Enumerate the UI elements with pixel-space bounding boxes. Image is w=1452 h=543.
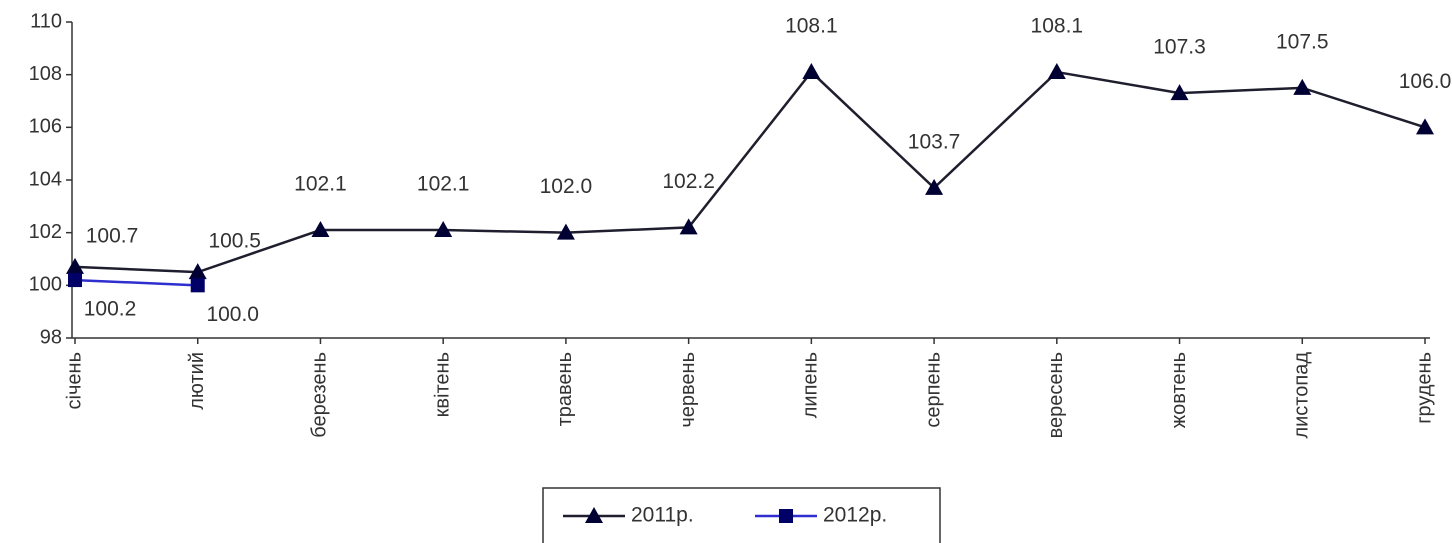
y-tick-label: 110 (30, 10, 62, 32)
x-tick-label: вересень (1045, 352, 1067, 438)
point (679, 218, 698, 235)
data-label: 108.1 (1031, 15, 1084, 38)
legend-label: 2012р. (823, 504, 887, 527)
x-tick-label: травень (554, 352, 576, 426)
y-tick-label: 100 (29, 274, 62, 296)
x-tick-label: квітень (431, 352, 453, 417)
y-tick-label: 98 (40, 326, 62, 348)
x-tick-label: червень (677, 352, 699, 428)
data-label: 100.0 (206, 303, 259, 326)
point (68, 273, 82, 288)
point (311, 221, 330, 238)
y-tick-label: 102 (29, 221, 62, 243)
data-label: 107.5 (1276, 30, 1329, 53)
x-tick-label: липень (800, 352, 822, 418)
data-label: 103.7 (908, 130, 961, 153)
point (1293, 78, 1312, 95)
x-tick-label: листопад (1291, 352, 1313, 439)
point (1170, 84, 1189, 101)
y-tick-label: 108 (29, 63, 62, 85)
data-label: 102.1 (294, 173, 347, 196)
data-label: 100.5 (208, 230, 261, 253)
x-tick-label: січень (63, 352, 85, 409)
legend-marker (779, 509, 793, 523)
legend: 2011р. 2012р. (542, 487, 941, 543)
y-tick-label: 106 (29, 116, 62, 138)
point (802, 63, 821, 80)
data-label: 108.1 (785, 15, 838, 38)
point (434, 221, 453, 238)
legend-marker (585, 507, 603, 523)
y-tick-label: 104 (29, 168, 62, 190)
data-label: 100.7 (86, 224, 139, 247)
point (556, 223, 575, 240)
data-label: 102.0 (540, 175, 593, 198)
series-line (74, 278, 198, 287)
point (190, 278, 205, 293)
data-label: 106.0 (1399, 70, 1452, 93)
point (925, 178, 944, 195)
data-label: 100.2 (84, 298, 137, 321)
data-label: 102.1 (417, 173, 470, 196)
x-tick-label: серпень (922, 352, 944, 428)
point (66, 257, 84, 274)
data-label: 107.3 (1153, 36, 1206, 59)
legend-label: 2011р. (631, 504, 694, 527)
data-label: 102.2 (662, 170, 715, 193)
point (188, 263, 207, 280)
point (1416, 118, 1434, 135)
x-tick-label: лютий (186, 352, 208, 410)
x-tick-label: грудень (1413, 352, 1435, 424)
x-tick-label: березень (309, 352, 331, 438)
point (1047, 63, 1066, 80)
x-tick-label: жовтень (1168, 352, 1190, 428)
series-line (74, 70, 1426, 274)
